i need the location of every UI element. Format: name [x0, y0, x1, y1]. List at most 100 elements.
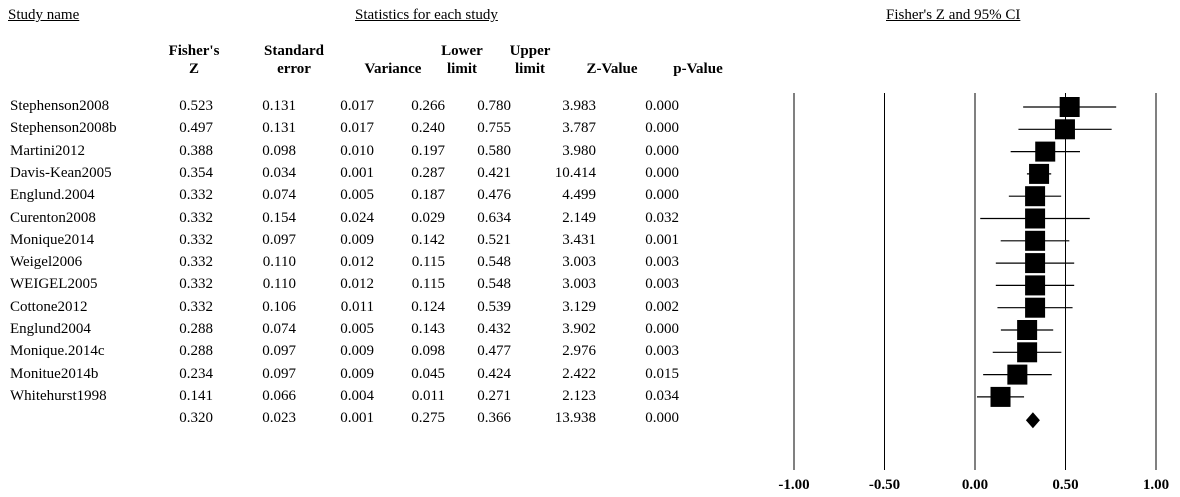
- column-header: p-Value: [653, 42, 743, 78]
- cell-upper: 0.548: [477, 276, 511, 293]
- cell-se: 0.110: [262, 276, 296, 293]
- effect-marker: [1025, 275, 1046, 296]
- cell-lower: 0.287: [411, 164, 445, 181]
- cell-p: 0.000: [645, 120, 679, 137]
- cell-var: 0.009: [340, 343, 374, 360]
- effect-marker: [1025, 253, 1046, 274]
- cell-p: 0.000: [645, 142, 679, 159]
- cell-lower: 0.266: [411, 98, 445, 114]
- cell-p: 0.034: [645, 387, 679, 404]
- effect-marker: [1025, 297, 1046, 318]
- cell-var: 0.011: [340, 298, 374, 315]
- column-header-line2: Z-Value: [586, 61, 638, 77]
- cell-lower: 0.187: [411, 187, 445, 204]
- cell-zval: 3.129: [562, 298, 596, 315]
- column-header: Standard error: [249, 42, 339, 78]
- cell-p: 0.000: [645, 321, 679, 337]
- cell-var: 0.017: [340, 98, 374, 114]
- x-tick-label: -0.50: [869, 477, 900, 493]
- effect-marker: [1025, 230, 1046, 251]
- cell-z: 0.288: [179, 321, 213, 337]
- cell-var: 0.001: [340, 164, 374, 181]
- column-header-line1: Upper: [509, 43, 551, 59]
- cell-var: 0.012: [340, 254, 374, 271]
- statistics-header: Statistics for each study: [355, 7, 498, 23]
- cell-z: 0.141: [179, 387, 213, 404]
- column-header: Variance: [348, 42, 438, 78]
- study-name: Davis-Kean2005: [10, 164, 112, 181]
- cell-upper: 0.366: [477, 410, 511, 427]
- effect-marker: [990, 386, 1011, 407]
- cell-lower: 0.011: [411, 387, 445, 404]
- cell-upper: 0.432: [477, 321, 511, 337]
- cell-z: 0.332: [179, 254, 213, 271]
- cell-upper: 0.780: [477, 98, 511, 114]
- cell-p: 0.000: [645, 164, 679, 181]
- cell-var: 0.009: [340, 365, 374, 382]
- study-name: Englund.2004: [10, 187, 95, 204]
- x-tick-label: -1.00: [778, 477, 809, 493]
- cell-z: 0.354: [179, 164, 213, 181]
- x-tick-label: 0.00: [962, 477, 988, 493]
- cell-p: 0.000: [645, 187, 679, 204]
- column-header-line2: p-Value: [673, 61, 723, 77]
- cell-var: 0.012: [340, 276, 374, 293]
- cell-lower: 0.197: [411, 142, 445, 159]
- cell-lower: 0.124: [411, 298, 445, 315]
- cell-zval: 2.123: [562, 387, 596, 404]
- column-header: Lower limit: [417, 42, 507, 78]
- cell-se: 0.074: [262, 187, 296, 204]
- effect-marker: [1017, 342, 1038, 363]
- column-header-line1: Fisher's: [168, 43, 220, 59]
- cell-zval: 3.003: [562, 254, 596, 271]
- summary-diamond: [1025, 412, 1040, 429]
- cell-p: 0.000: [645, 98, 679, 114]
- cell-se: 0.131: [262, 98, 296, 114]
- x-tick-label: 1.00: [1143, 477, 1169, 493]
- cell-z: 0.332: [179, 209, 213, 226]
- cell-lower: 0.045: [411, 365, 445, 382]
- cell-upper: 0.271: [477, 387, 511, 404]
- column-header: Z-Value: [567, 42, 657, 78]
- cell-p: 0.003: [645, 343, 679, 360]
- column-header-line1: Lower: [441, 43, 483, 59]
- column-header-line2: limit: [515, 61, 545, 77]
- effect-marker: [1017, 320, 1038, 340]
- cell-lower: 0.275: [411, 410, 445, 427]
- cell-zval: 3.983: [562, 98, 596, 114]
- cell-p: 0.032: [645, 209, 679, 226]
- cell-lower: 0.098: [411, 343, 445, 360]
- cell-se: 0.098: [262, 142, 296, 159]
- cell-z: 0.288: [179, 343, 213, 360]
- cell-p: 0.000: [645, 410, 679, 427]
- column-header-line2: Variance: [364, 61, 422, 77]
- cell-zval: 13.938: [554, 410, 596, 427]
- cell-se: 0.074: [262, 321, 296, 337]
- study-name: WEIGEL2005: [10, 276, 98, 293]
- column-header-line2: limit: [447, 61, 477, 77]
- cell-z: 0.332: [179, 298, 213, 315]
- column-header: Upper limit: [485, 42, 575, 78]
- cell-var: 0.017: [340, 120, 374, 137]
- cell-se: 0.023: [262, 410, 296, 427]
- cell-upper: 0.755: [477, 120, 511, 137]
- cell-lower: 0.143: [411, 321, 445, 337]
- cell-upper: 0.580: [477, 142, 511, 159]
- effect-marker: [1025, 186, 1046, 207]
- effect-marker: [1029, 163, 1050, 184]
- study-name: Stephenson2008b: [10, 120, 117, 137]
- x-tick-label: 0.50: [1052, 477, 1078, 493]
- cell-upper: 0.521: [477, 231, 511, 248]
- cell-var: 0.004: [340, 387, 374, 404]
- cell-z: 0.332: [179, 276, 213, 293]
- cell-zval: 4.499: [562, 187, 596, 204]
- cell-lower: 0.115: [411, 276, 445, 293]
- cell-se: 0.097: [262, 343, 296, 360]
- cell-var: 0.001: [340, 410, 374, 427]
- effect-marker: [1007, 364, 1028, 385]
- cell-z: 0.388: [179, 142, 213, 159]
- cell-zval: 2.422: [562, 365, 596, 382]
- cell-upper: 0.539: [477, 298, 511, 315]
- cell-z: 0.320: [179, 410, 213, 427]
